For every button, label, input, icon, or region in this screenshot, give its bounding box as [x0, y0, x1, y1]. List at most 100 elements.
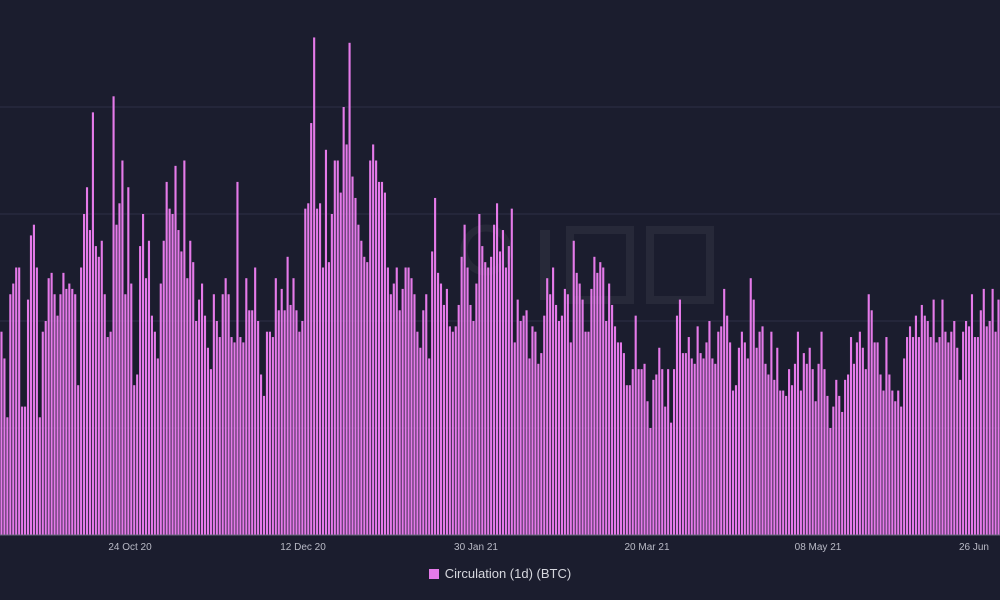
bar[interactable]	[413, 294, 416, 535]
bar[interactable]	[956, 347, 959, 535]
bar[interactable]	[56, 315, 59, 535]
bar[interactable]	[354, 197, 357, 535]
bar[interactable]	[50, 272, 53, 535]
bar[interactable]	[434, 197, 437, 535]
bar[interactable]	[897, 390, 900, 535]
bar[interactable]	[239, 337, 242, 535]
bar[interactable]	[534, 331, 537, 535]
bar[interactable]	[165, 181, 168, 535]
bar[interactable]	[472, 321, 475, 535]
bar[interactable]	[841, 411, 844, 535]
bar[interactable]	[873, 342, 876, 535]
bar[interactable]	[717, 331, 720, 535]
bar[interactable]	[637, 369, 640, 535]
bar[interactable]	[731, 390, 735, 535]
bar[interactable]	[522, 315, 525, 535]
bar[interactable]	[425, 294, 428, 535]
bar[interactable]	[15, 267, 18, 536]
bar[interactable]	[327, 262, 330, 535]
bar[interactable]	[758, 331, 761, 535]
bar[interactable]	[183, 160, 186, 536]
bar[interactable]	[41, 331, 44, 535]
bar[interactable]	[242, 342, 245, 535]
bar[interactable]	[498, 251, 502, 535]
bar[interactable]	[124, 294, 127, 535]
bar[interactable]	[847, 374, 850, 536]
bar[interactable]	[690, 358, 693, 535]
bar[interactable]	[286, 256, 289, 535]
bar[interactable]	[386, 267, 389, 536]
bar[interactable]	[734, 385, 738, 535]
bar[interactable]	[100, 240, 103, 535]
bar[interactable]	[513, 342, 516, 535]
bar[interactable]	[260, 374, 263, 536]
bar[interactable]	[599, 262, 602, 535]
bar[interactable]	[575, 272, 578, 535]
bar[interactable]	[47, 278, 50, 535]
bar[interactable]	[192, 262, 195, 535]
bar[interactable]	[814, 401, 817, 535]
bar[interactable]	[879, 374, 882, 536]
bar[interactable]	[336, 160, 339, 536]
bar[interactable]	[773, 379, 776, 535]
bar[interactable]	[32, 224, 35, 535]
bar[interactable]	[262, 395, 266, 535]
bar[interactable]	[864, 369, 867, 535]
bar[interactable]	[557, 321, 561, 535]
bar[interactable]	[929, 337, 932, 535]
bar[interactable]	[779, 390, 782, 535]
bar[interactable]	[401, 288, 404, 535]
bar[interactable]	[59, 294, 62, 535]
bar[interactable]	[428, 358, 431, 535]
bar[interactable]	[156, 358, 159, 535]
bar[interactable]	[888, 374, 891, 536]
bar[interactable]	[298, 331, 301, 535]
bar[interactable]	[295, 310, 298, 535]
bar[interactable]	[997, 299, 1000, 535]
bar[interactable]	[979, 310, 982, 535]
bar[interactable]	[6, 417, 9, 535]
bar[interactable]	[24, 406, 27, 535]
bar[interactable]	[855, 342, 858, 535]
bar[interactable]	[280, 288, 283, 535]
bar[interactable]	[345, 144, 348, 535]
bar[interactable]	[80, 267, 83, 536]
bar[interactable]	[88, 230, 92, 536]
bar[interactable]	[245, 278, 248, 535]
bar[interactable]	[569, 342, 572, 535]
bar[interactable]	[687, 337, 690, 535]
bar[interactable]	[501, 230, 505, 536]
bar[interactable]	[664, 406, 667, 535]
bar[interactable]	[793, 363, 797, 535]
bar[interactable]	[708, 321, 711, 535]
bar[interactable]	[796, 331, 799, 535]
bar[interactable]	[159, 283, 162, 535]
bar[interactable]	[628, 385, 631, 535]
bar[interactable]	[133, 385, 136, 535]
bar[interactable]	[903, 358, 906, 535]
bar[interactable]	[861, 347, 864, 535]
bar[interactable]	[675, 315, 679, 535]
bar[interactable]	[0, 331, 3, 535]
bar[interactable]	[419, 347, 422, 535]
bar[interactable]	[870, 310, 873, 535]
bar[interactable]	[115, 224, 118, 535]
bar[interactable]	[811, 369, 814, 535]
bar[interactable]	[976, 337, 979, 535]
bar[interactable]	[911, 337, 915, 535]
bar[interactable]	[395, 267, 398, 536]
bar[interactable]	[97, 256, 100, 535]
bar[interactable]	[277, 310, 280, 535]
bar[interactable]	[988, 321, 991, 535]
bar[interactable]	[77, 385, 80, 535]
bar[interactable]	[203, 315, 207, 535]
bar[interactable]	[581, 299, 584, 535]
bar[interactable]	[91, 112, 94, 535]
bar[interactable]	[808, 347, 811, 535]
bar[interactable]	[525, 310, 528, 535]
bar[interactable]	[150, 315, 153, 535]
bar[interactable]	[407, 267, 410, 536]
bar[interactable]	[466, 267, 469, 536]
bar[interactable]	[507, 246, 510, 535]
bar[interactable]	[805, 363, 808, 535]
